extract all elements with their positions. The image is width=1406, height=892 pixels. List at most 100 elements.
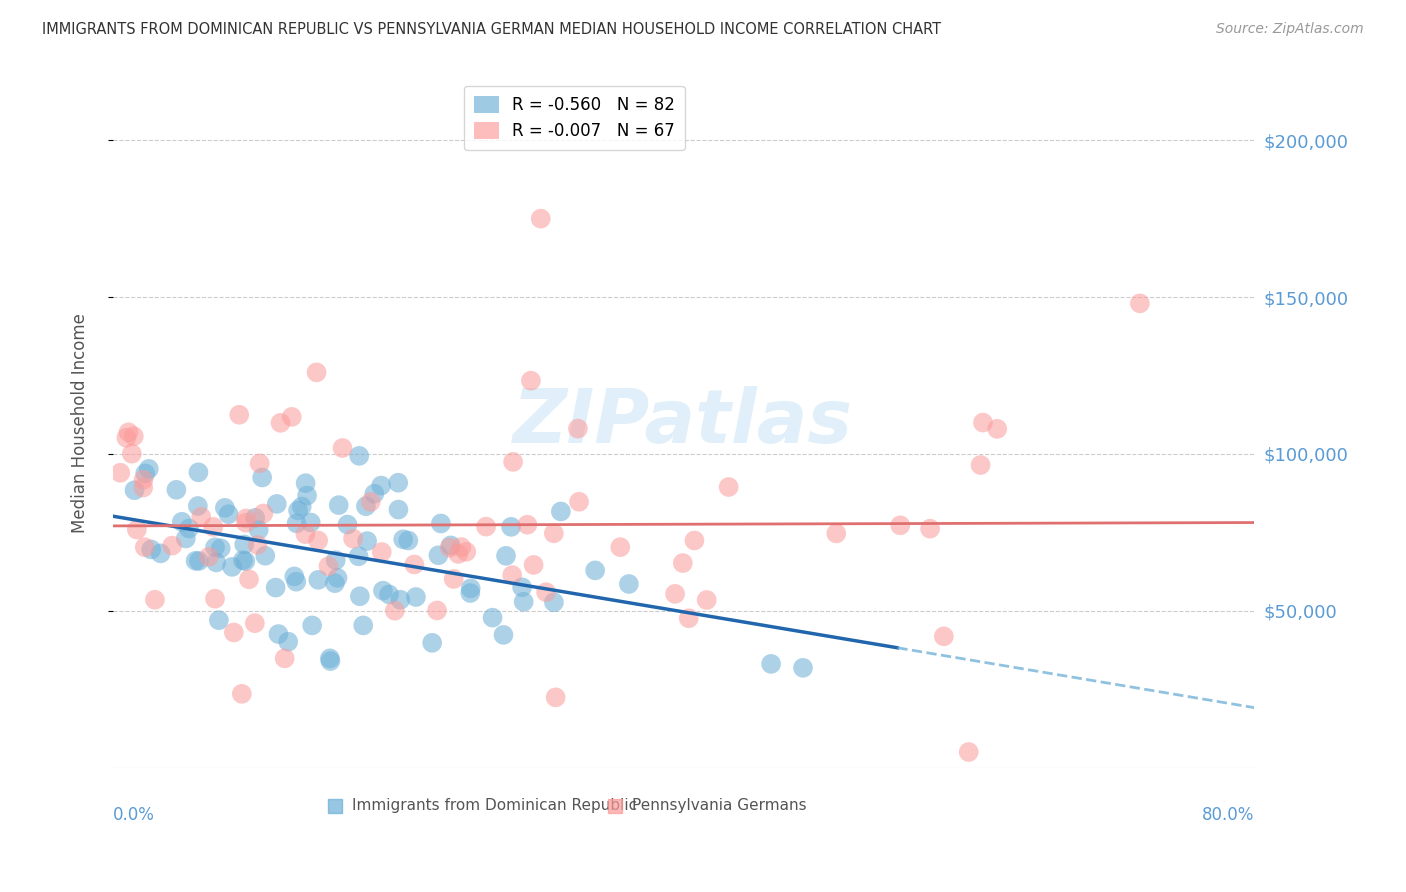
Point (132, 481, 155, 495)
Point (427, 548, 450, 562)
Point (347, 549, 370, 564)
Point (187, 554, 209, 568)
Point (287, 503, 309, 517)
Text: 80.0%: 80.0% (1202, 805, 1254, 823)
Point (360, 495, 382, 509)
Point (501, 568, 523, 582)
Point (370, 478, 392, 492)
Point (502, 455, 524, 469)
Point (318, 559, 340, 574)
Point (209, 541, 232, 556)
Point (122, 429, 145, 443)
Point (232, 553, 254, 567)
Point (972, 416, 994, 430)
Point (1129, 296, 1152, 310)
Point (550, 504, 572, 518)
Point (165, 483, 187, 497)
Point (664, 587, 686, 601)
Point (730, 761, 752, 775)
Point (221, 560, 243, 574)
Text: IMMIGRANTS FROM DOMINICAN REPUBLIC VS PENNSYLVANIA GERMAN MEDIAN HOUSEHOLD INCOM: IMMIGRANTS FROM DOMINICAN REPUBLIC VS PE… (42, 22, 941, 37)
Point (187, 499, 209, 513)
Point (371, 583, 394, 598)
Point (392, 533, 415, 547)
Point (174, 532, 197, 546)
Point (544, 690, 567, 705)
Point (325, 553, 347, 567)
Y-axis label: Median Household Income: Median Household Income (72, 312, 89, 533)
Point (510, 580, 533, 594)
Point (530, 211, 553, 226)
Point (717, 480, 740, 494)
Point (277, 634, 299, 648)
Point (447, 547, 470, 561)
Point (426, 603, 449, 617)
Point (233, 554, 256, 568)
Point (501, 520, 523, 534)
Point (125, 523, 148, 537)
Point (389, 592, 412, 607)
Point (205, 556, 228, 570)
Point (266, 497, 288, 511)
Point (957, 745, 980, 759)
Point (986, 422, 1008, 436)
Point (672, 556, 695, 570)
Point (307, 533, 329, 548)
Point (460, 586, 482, 600)
Point (568, 494, 591, 508)
Point (792, 661, 814, 675)
Point (110, 466, 132, 480)
Point (138, 462, 160, 476)
Point (332, 441, 354, 455)
Point (523, 558, 546, 572)
Point (439, 541, 461, 555)
Point (132, 473, 155, 487)
Point (233, 537, 256, 551)
Point (254, 549, 277, 563)
Text: Source: ZipAtlas.com: Source: ZipAtlas.com (1216, 22, 1364, 37)
Point (319, 654, 342, 668)
Point (283, 569, 305, 583)
Point (141, 542, 163, 557)
Point (295, 489, 318, 503)
Point (825, 526, 848, 541)
Point (235, 511, 257, 525)
Point (543, 595, 565, 609)
Point (492, 628, 515, 642)
Point (583, 563, 606, 577)
Point (920, 522, 942, 536)
Point (328, 498, 350, 512)
Point (404, 558, 426, 572)
Point (250, 470, 273, 484)
Point (481, 610, 503, 624)
Point (267, 627, 290, 641)
Point (326, 571, 349, 585)
Point (387, 502, 409, 516)
Text: Immigrants from Dominican Republic: Immigrants from Dominican Republic (353, 798, 637, 814)
Point (512, 595, 534, 609)
Point (281, 409, 304, 424)
Point (134, 540, 156, 554)
Point (252, 507, 274, 521)
Point (678, 611, 700, 625)
Point (202, 520, 225, 534)
Point (187, 466, 209, 480)
Point (356, 534, 378, 549)
Point (354, 499, 377, 513)
Point (520, 374, 543, 388)
Point (243, 616, 266, 631)
Point (347, 449, 370, 463)
Point (301, 618, 323, 632)
Point (170, 515, 193, 529)
Point (238, 572, 260, 586)
Point (307, 573, 329, 587)
Point (889, 518, 911, 533)
Point (371, 545, 394, 559)
Point (396, 533, 419, 548)
Point (134, 467, 156, 481)
Point (342, 532, 364, 546)
Point (305, 365, 328, 379)
Point (249, 456, 271, 470)
Text: 0.0%: 0.0% (112, 805, 155, 823)
Point (387, 475, 409, 490)
